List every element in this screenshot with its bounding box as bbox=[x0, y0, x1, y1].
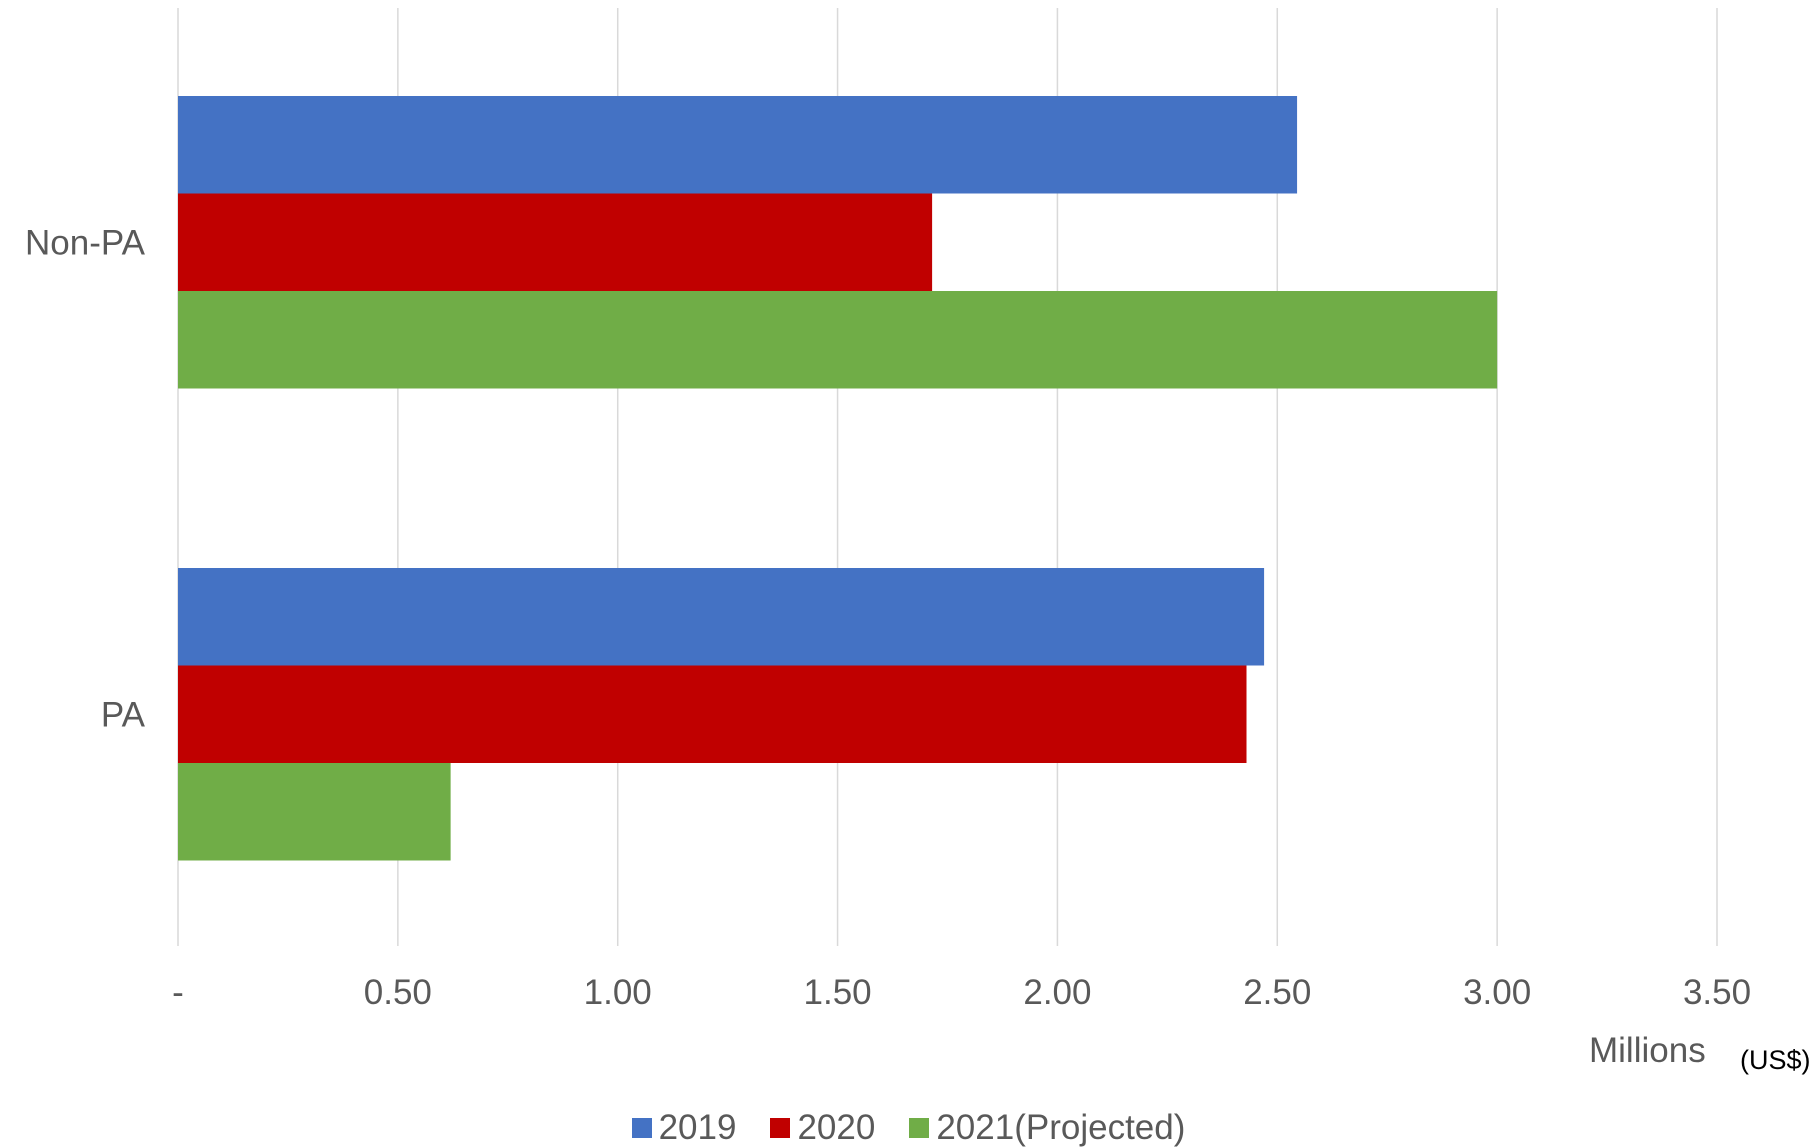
legend-label-2021-projected: 2021(Projected) bbox=[936, 1108, 1186, 1147]
legend-item-2019: 2019 bbox=[631, 1108, 737, 1148]
x-tick-label-4: 2.00 bbox=[1023, 973, 1091, 1012]
legend-swatch-2020 bbox=[770, 1118, 791, 1138]
x-axis-ticks: - 0.50 1.00 1.50 2.00 2.50 3.00 3.50 bbox=[172, 973, 1751, 1012]
x-tick-label-1: 0.50 bbox=[364, 973, 432, 1012]
x-tick-label-3: 1.50 bbox=[804, 973, 872, 1012]
bars bbox=[178, 96, 1498, 861]
legend-label-2019: 2019 bbox=[658, 1108, 737, 1147]
x-tick-label-6: 3.00 bbox=[1463, 973, 1531, 1012]
x-tick-label-7: 3.50 bbox=[1683, 973, 1751, 1012]
x-tick-label-0: - bbox=[172, 973, 184, 1012]
x-tick-label-2: 1.00 bbox=[584, 973, 652, 1012]
category-label-pa: PA bbox=[101, 695, 146, 734]
bar-non-pa-2020 bbox=[178, 193, 933, 291]
x-axis-label: Millions bbox=[1589, 1031, 1706, 1070]
bar-non-pa-2021-projected bbox=[178, 291, 1498, 389]
bar-pa-2021-projected bbox=[178, 763, 451, 861]
legend-item-2021-projected: 2021(Projected) bbox=[909, 1108, 1185, 1148]
legend-swatch-2021-projected bbox=[909, 1118, 930, 1138]
x-axis-unit-label: (US$) bbox=[1740, 1045, 1811, 1075]
bar-non-pa-2019 bbox=[178, 96, 1298, 194]
bar-pa-2020 bbox=[178, 665, 1247, 763]
y-axis-categories: Non-PA PA bbox=[25, 223, 146, 734]
legend-swatch-2019 bbox=[631, 1118, 652, 1138]
category-label-non-pa: Non-PA bbox=[25, 223, 146, 262]
legend-item-2020: 2020 bbox=[770, 1108, 875, 1148]
x-tick-label-5: 2.50 bbox=[1243, 973, 1311, 1012]
bar-pa-2019 bbox=[178, 568, 1265, 666]
legend: 2019 2020 2021(Projected) bbox=[0, 1108, 1817, 1148]
legend-label-2020: 2020 bbox=[797, 1108, 876, 1147]
